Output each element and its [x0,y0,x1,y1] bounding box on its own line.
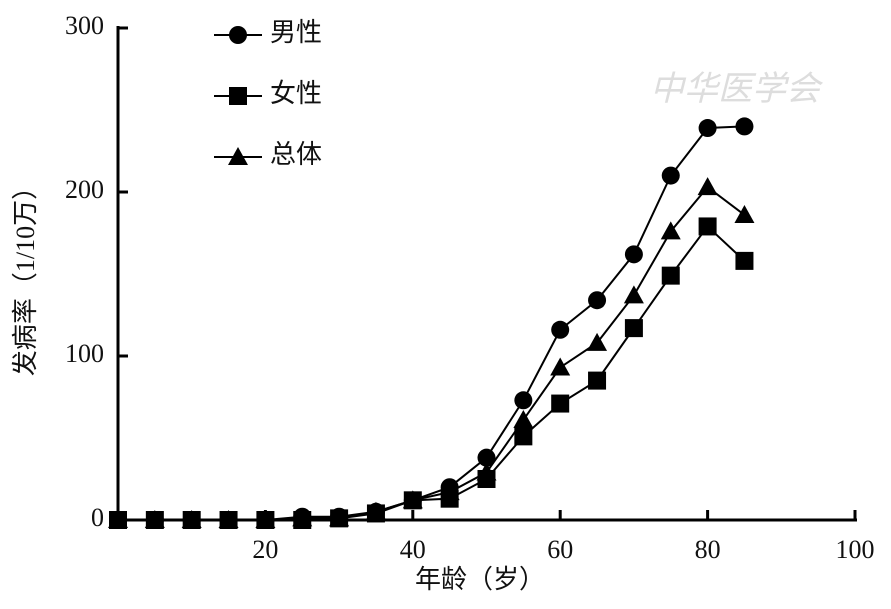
marker [734,204,755,223]
marker [402,490,423,509]
x-tick-label: 60 [547,535,573,564]
marker [292,508,313,527]
series-line [118,224,746,521]
y-axis-label: 发病率（1/10万） [11,174,40,376]
marker [144,510,165,528]
marker [439,482,460,501]
marker [735,117,754,136]
watermark: 中华医学会 [650,71,824,108]
marker [588,371,607,390]
marker [660,221,681,240]
marker [551,394,570,413]
series-line [118,185,746,521]
marker [623,285,644,304]
x-axis-label: 年龄（岁） [415,565,545,594]
series-line [118,125,745,521]
marker [108,510,128,528]
marker [476,462,497,481]
marker [550,357,571,376]
marker [735,251,754,270]
marker [698,217,717,236]
legend-label: 男性 [270,18,322,47]
marker [514,427,533,446]
y-tick-label: 300 [65,11,104,40]
marker [661,266,680,285]
x-tick-label: 40 [400,535,426,564]
x-tick-label: 100 [836,535,875,564]
marker [477,448,496,467]
y-tick-label: 100 [65,339,104,368]
y-tick-label: 0 [91,503,104,532]
legend-label: 总体 [270,140,322,169]
marker [588,291,607,310]
marker [587,332,608,351]
marker [514,391,533,410]
marker [624,245,643,264]
legend-label: 女性 [270,79,322,108]
marker [624,319,643,338]
marker [697,177,718,196]
marker [365,501,386,520]
x-tick-label: 80 [695,535,721,564]
legend-marker [229,26,247,44]
marker [181,510,202,528]
marker [551,320,570,339]
legend-marker [228,147,248,165]
legend-marker [229,87,247,105]
marker [218,510,239,528]
y-tick-label: 200 [65,175,104,204]
x-tick-label: 20 [252,535,278,564]
marker [661,166,680,185]
marker [698,119,717,138]
marker [255,510,276,528]
marker [329,508,350,527]
marker [513,409,534,428]
